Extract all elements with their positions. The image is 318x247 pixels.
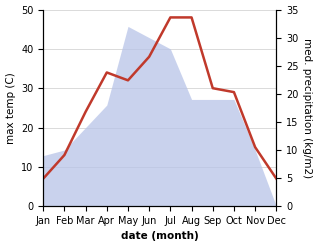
Y-axis label: max temp (C): max temp (C) — [5, 72, 16, 144]
X-axis label: date (month): date (month) — [121, 231, 199, 242]
Y-axis label: med. precipitation (kg/m2): med. precipitation (kg/m2) — [302, 38, 313, 178]
